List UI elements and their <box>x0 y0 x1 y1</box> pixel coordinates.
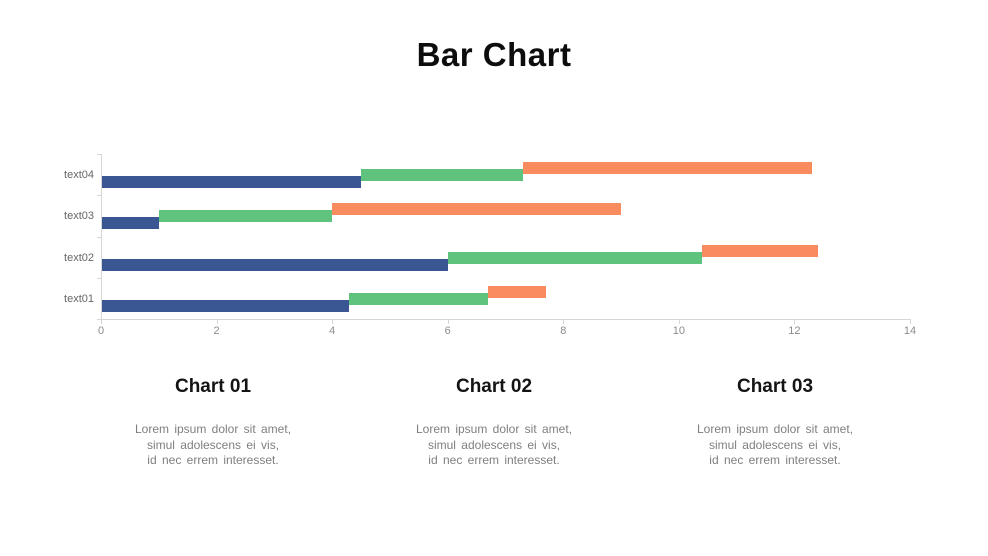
x-axis-tick <box>216 320 218 324</box>
bar-chart: text01 text02 text03 text04 0 2 4 6 8 10 12 14 <box>64 154 916 337</box>
section-body-line: Lorem ipsum dolor sit amet, <box>696 422 854 436</box>
x-axis-tick <box>447 320 449 324</box>
bar-series1-text01 <box>101 299 350 312</box>
section-body: Lorem ipsum dolor sit amet, simul adoles… <box>354 422 634 469</box>
x-axis-tick <box>101 320 102 324</box>
x-axis-tick <box>910 320 911 324</box>
x-axis-line <box>101 319 911 320</box>
y-axis-tick <box>97 236 101 238</box>
category-label-text01: text01 <box>64 292 94 305</box>
section-heading: Chart 03 <box>736 376 814 397</box>
x-tick-label: 0 <box>97 325 105 337</box>
bar-series3-text04 <box>522 162 812 174</box>
bar-series1-text02 <box>101 258 448 271</box>
x-tick-label: 6 <box>444 325 451 337</box>
y-axis-tick <box>97 319 101 320</box>
bar-series3-text02 <box>701 244 818 257</box>
x-tick-label: 12 <box>788 325 801 337</box>
x-tick-label: 8 <box>560 325 567 337</box>
slide-title: Bar Chart <box>416 36 572 73</box>
section-chart-03: Chart 03 Lorem ipsum dolor sit amet, sim… <box>635 376 915 469</box>
section-heading: Chart 01 <box>174 376 252 397</box>
category-label-text04: text04 <box>64 169 94 181</box>
bar-series1-text03 <box>101 217 159 230</box>
category-label-text03: text03 <box>64 210 94 223</box>
y-axis-tick <box>97 195 101 197</box>
section-body: Lorem ipsum dolor sit amet, simul adoles… <box>635 422 915 469</box>
bar-series3-text01 <box>488 285 546 298</box>
section-body-line: simul adolescens ei vis, <box>708 437 842 452</box>
section-body-line: Lorem ipsum dolor sit amet, <box>134 422 292 436</box>
x-axis-tick <box>794 320 796 324</box>
section-body-line: id nec errem interesset. <box>709 453 841 467</box>
section-heading: Chart 02 <box>455 376 533 397</box>
x-axis-tick <box>563 320 565 324</box>
y-axis-line <box>101 154 102 319</box>
x-axis-tick <box>332 320 334 324</box>
x-tick-label: 4 <box>329 325 336 337</box>
y-axis-tick <box>97 277 101 279</box>
x-axis-tick <box>678 320 680 324</box>
bar-series2-text01 <box>349 292 489 305</box>
x-tick-label: 10 <box>672 325 685 337</box>
section-body-line: id nec errem interesset. <box>147 453 279 467</box>
section-body-line: simul adolescens ei vis, <box>427 437 561 452</box>
section-body-line: Lorem ipsum dolor sit amet, <box>415 422 573 436</box>
section-body: Lorem ipsum dolor sit amet, simul adoles… <box>73 422 353 469</box>
bar-series3-text03 <box>332 203 622 216</box>
section-chart-01: Chart 01 Lorem ipsum dolor sit amet, sim… <box>73 376 353 469</box>
bar-series2-text02 <box>447 251 702 264</box>
category-label-text02: text02 <box>64 251 94 264</box>
section-chart-02: Chart 02 Lorem ipsum dolor sit amet, sim… <box>354 376 634 469</box>
bar-series2-text03 <box>158 210 333 223</box>
bar-series2-text04 <box>361 169 523 181</box>
x-tick-label: 14 <box>903 325 917 337</box>
section-body-line: simul adolescens ei vis, <box>146 437 280 452</box>
y-axis-tick <box>97 154 101 155</box>
section-body-line: id nec errem interesset. <box>428 453 560 467</box>
bar-series1-text04 <box>101 176 362 188</box>
x-tick-label: 2 <box>213 325 220 337</box>
